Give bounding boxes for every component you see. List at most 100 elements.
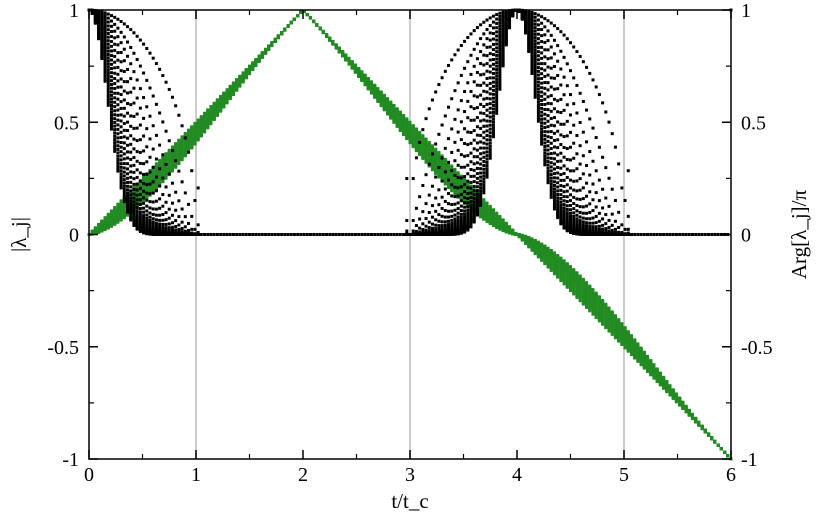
phase-point: [392, 103, 396, 107]
phase-point: [360, 70, 364, 74]
phase-point: [443, 157, 447, 161]
phase-point: [341, 50, 345, 54]
phase-point: [488, 204, 492, 208]
phase-point: [241, 71, 245, 75]
phase-point: [315, 23, 319, 27]
phase-point: [459, 174, 463, 178]
phase-point: [206, 108, 210, 112]
phase-point: [408, 120, 412, 124]
phase-point: [357, 66, 361, 70]
phase-point: [170, 145, 174, 149]
phase-point: [289, 20, 293, 24]
phase-point: [581, 302, 585, 306]
phase-point: [601, 322, 605, 326]
phase-point: [113, 206, 117, 210]
phase-point: [456, 171, 460, 175]
phase-point: [177, 138, 181, 142]
phase-point: [565, 285, 569, 289]
phase-point: [511, 228, 515, 232]
phase-point: [254, 57, 258, 61]
phase-point: [183, 131, 187, 135]
phase-point: [328, 36, 332, 40]
phase-point: [193, 121, 197, 125]
phase-point: [280, 30, 284, 34]
phase-point: [469, 184, 473, 188]
phase-point: [569, 289, 572, 293]
phase-point: [344, 53, 348, 57]
phase-point: [212, 101, 216, 105]
phase-point: [398, 110, 402, 114]
phase-point: [604, 326, 608, 330]
phase-point: [543, 262, 547, 266]
phase-point: [103, 216, 107, 220]
phase-point: [450, 164, 454, 168]
phase-point: [219, 94, 223, 98]
phase-point: [508, 225, 512, 229]
phase-point: [533, 252, 537, 256]
phase-point: [100, 219, 104, 223]
phase-point: [536, 255, 540, 259]
phase-point: [199, 115, 203, 119]
phase-point: [161, 155, 165, 159]
phase-point: [594, 316, 598, 320]
phase-point: [283, 27, 287, 31]
phase-point: [264, 47, 268, 51]
phase-point: [369, 80, 373, 84]
phase-point: [321, 29, 325, 33]
phase-point: [190, 125, 194, 129]
phase-point: [267, 44, 271, 48]
phase-point: [463, 177, 467, 181]
phase-point: [540, 258, 544, 262]
phase-point: [296, 14, 300, 18]
phase-point: [158, 158, 162, 162]
phase-point: [597, 319, 601, 323]
phase-point: [337, 46, 341, 50]
phase-point: [93, 226, 97, 230]
phase-point: [382, 93, 386, 97]
phase-point: [402, 114, 406, 118]
phase-point: [90, 229, 94, 233]
phase-point: [260, 51, 264, 55]
phase-point: [613, 336, 617, 340]
phase-point: [132, 185, 136, 189]
phase-point: [552, 272, 556, 276]
phase-point: [305, 12, 309, 16]
phase-point: [286, 24, 290, 28]
phase-point: [495, 211, 499, 215]
phase-point: [466, 181, 470, 185]
phase-point: [376, 87, 380, 91]
phase-point: [453, 167, 457, 171]
phase-point: [427, 140, 431, 144]
phase-point: [421, 134, 425, 138]
phase-point: [373, 83, 377, 87]
phase-point: [97, 222, 101, 226]
phase-point: [273, 37, 277, 41]
phase-point: [591, 312, 595, 316]
phase-point: [308, 16, 312, 20]
phase-point: [437, 151, 441, 155]
phase-point: [154, 162, 158, 166]
phase-point: [292, 17, 296, 21]
phase-point: [610, 332, 614, 336]
phase-point: [106, 212, 110, 216]
phase-point: [347, 56, 351, 60]
phase-point: [562, 282, 566, 286]
phase-point: [546, 265, 550, 269]
phase-point: [585, 305, 589, 309]
phase-point: [607, 329, 611, 333]
phase-point: [520, 238, 524, 242]
phase-point: [167, 148, 171, 152]
phase-point: [180, 135, 184, 139]
phase-point: [418, 130, 422, 134]
phase-point: [524, 241, 528, 245]
phase-point: [251, 61, 255, 65]
phase-point: [572, 292, 576, 296]
phase-point: [334, 43, 338, 47]
phase-point: [363, 73, 367, 77]
phase-point: [331, 39, 335, 43]
phase-point: [231, 81, 235, 85]
phase-point: [405, 117, 409, 121]
phase-point: [556, 275, 560, 279]
phase-point: [588, 309, 592, 313]
phase-point: [238, 74, 242, 78]
